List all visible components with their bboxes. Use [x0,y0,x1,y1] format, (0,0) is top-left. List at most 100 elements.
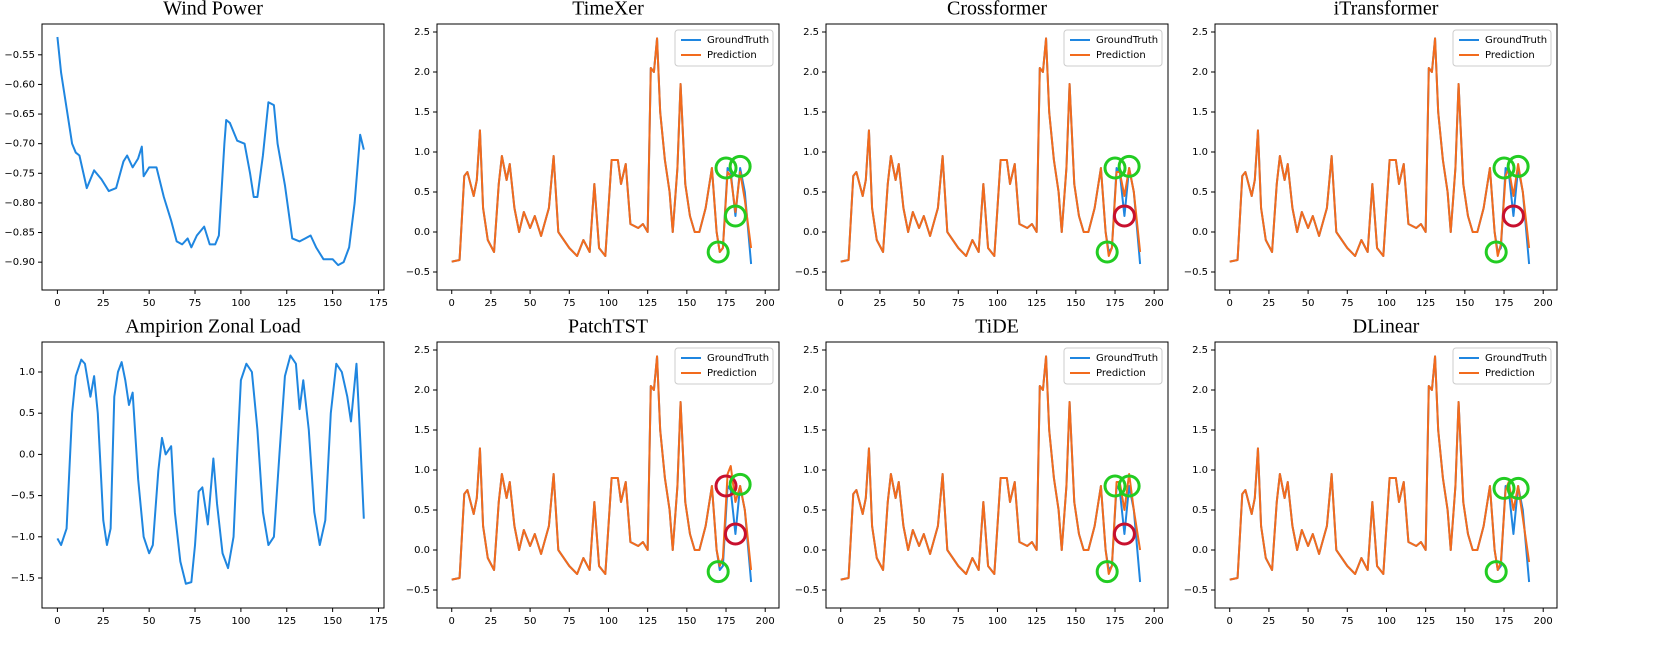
y-tick-label: −0.75 [4,168,35,179]
x-tick-label: 50 [143,616,156,627]
y-tick-label: 1.0 [414,465,430,476]
y-tick-label: 2.0 [803,385,819,396]
x-tick-label: 0 [1227,616,1233,627]
y-tick-label: −0.90 [4,257,35,268]
highlight-circle [1112,204,1136,228]
y-tick-label: 1.0 [803,147,819,158]
y-tick-label: 0.5 [1192,187,1208,198]
data-line [451,37,753,265]
y-tick-label: −0.70 [4,139,35,150]
x-tick-label: 75 [952,616,965,627]
y-tick-label: −1.0 [11,532,35,543]
x-tick-label: 50 [1302,298,1315,309]
y-tick-label: −0.5 [1184,267,1208,278]
y-tick-label: −0.5 [406,267,430,278]
y-tick-label: 0.0 [414,227,430,238]
x-tick-label: 100 [599,616,618,627]
x-tick-label: 50 [143,298,156,309]
y-tick-label: 2.5 [803,345,819,356]
legend-label: Prediction [707,368,757,379]
plot-area [1229,37,1531,265]
x-tick-label: 125 [638,298,657,309]
x-tick-label: 75 [189,616,202,627]
y-tick-label: 0.0 [803,545,819,556]
x-tick-label: 200 [1145,298,1164,309]
highlight-circle [1501,204,1525,228]
y-tick-label: 0.0 [1192,545,1208,556]
highlight-circle [1095,560,1119,584]
y-tick-label: 0.0 [1192,227,1208,238]
legend-label: GroundTruth [707,353,769,364]
y-tick-label: 2.0 [1192,67,1208,78]
legend-label: GroundTruth [1485,35,1547,46]
y-tick-label: 1.5 [414,107,430,118]
y-tick-label: 2.5 [1192,345,1208,356]
highlight-circle [1095,240,1119,264]
y-tick-label: 2.0 [414,67,430,78]
y-tick-label: 2.0 [414,385,430,396]
y-tick-label: −0.5 [11,491,35,502]
x-tick-label: 75 [563,616,576,627]
y-tick-label: 0.5 [803,505,819,516]
x-tick-label: 175 [1494,616,1513,627]
axes-frame [825,23,1169,291]
x-tick-label: 75 [1341,298,1354,309]
plot-area [451,37,753,265]
y-tick-label: 1.5 [414,425,430,436]
x-tick-label: 125 [1416,616,1435,627]
x-tick-label: 200 [1145,616,1164,627]
highlight-circle [1117,474,1141,498]
x-tick-label: 25 [97,616,110,627]
x-tick-label: 50 [1302,616,1315,627]
y-tick-label: 1.5 [803,425,819,436]
y-tick-label: 0.5 [414,187,430,198]
data-line [1229,37,1531,265]
x-tick-label: 25 [485,616,498,627]
plot-area [451,355,753,583]
x-tick-label: 175 [1105,298,1124,309]
chart-title: TimeXer [572,0,644,20]
plot-area [840,37,1142,265]
x-tick-label: 150 [677,298,696,309]
y-tick-label: 1.5 [803,107,819,118]
y-tick-label: −0.5 [795,585,819,596]
axes-frame [41,23,385,291]
x-tick-label: 75 [1341,616,1354,627]
y-tick-label: 1.0 [1192,465,1208,476]
highlight-circle [1492,476,1516,500]
x-tick-label: 200 [756,298,775,309]
x-tick-label: 25 [874,616,887,627]
data-line [1229,355,1531,583]
y-tick-label: 1.0 [414,147,430,158]
axes-frame [436,341,780,609]
highlight-circle [723,522,747,546]
x-tick-label: 0 [449,298,455,309]
data-line [840,355,1142,583]
highlight-circle [714,474,738,498]
y-tick-label: 2.5 [414,27,430,38]
y-tick-label: 1.0 [1192,147,1208,158]
highlight-circle [1506,476,1530,500]
x-tick-label: 175 [369,298,388,309]
highlight-circle [1484,560,1508,584]
y-tick-label: 0.5 [803,187,819,198]
data-line [451,37,753,263]
highlight-circle [714,156,738,180]
x-tick-label: 25 [1263,616,1276,627]
highlight-circle [706,560,730,584]
chart-title: Crossformer [947,0,1047,20]
x-tick-label: 150 [1455,616,1474,627]
x-tick-label: 200 [1534,298,1553,309]
x-tick-label: 125 [1027,298,1046,309]
data-line [1229,355,1531,581]
x-tick-label: 50 [524,298,537,309]
x-tick-label: 125 [277,616,296,627]
x-tick-label: 25 [874,298,887,309]
data-line [840,37,1142,265]
x-tick-label: 50 [524,616,537,627]
chart-title: Ampirion Zonal Load [125,316,301,338]
highlight-circle [1117,154,1141,178]
highlight-circle [1484,240,1508,264]
x-tick-label: 25 [1263,298,1276,309]
y-tick-label: 1.0 [803,465,819,476]
